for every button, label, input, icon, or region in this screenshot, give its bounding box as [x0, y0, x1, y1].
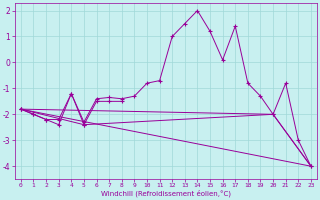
X-axis label: Windchill (Refroidissement éolien,°C): Windchill (Refroidissement éolien,°C): [101, 190, 231, 197]
